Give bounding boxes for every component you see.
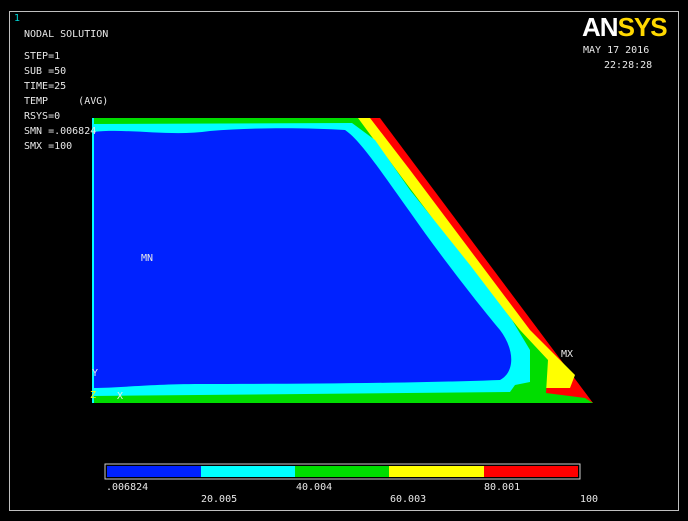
legend-swatch-5 [484,466,578,477]
logo-text-an: AN [582,12,619,42]
time-value-label: TIME=25 [24,81,67,92]
smn-label: SMN =.006824 [24,126,97,137]
legend-swatch-3 [295,466,389,477]
legend-label-5: 80.001 [484,482,521,493]
contour-band-blue [92,128,512,388]
axis-y-label: Y [92,368,99,379]
legend-label-2: 20.005 [201,494,238,505]
legend-label-3: 40.004 [296,482,333,493]
legend-label-1: .006824 [106,482,149,493]
max-marker-label: MX [561,349,574,360]
axis-x-label: X [117,391,124,402]
legend-swatch-2 [201,466,295,477]
window-number: 1 [14,13,21,24]
smx-label: SMX =100 [24,141,73,152]
step-label: STEP=1 [24,51,61,62]
logo-text-sys: SYS [617,12,668,42]
min-marker-label: MN [141,253,154,264]
left-edge-strip [92,118,94,403]
legend-label-6: 100 [580,494,599,505]
solution-title: NODAL SOLUTION [24,29,109,40]
rsys-label: RSYS=0 [24,111,61,122]
axis-z-label: Z [90,390,97,401]
graphics-frame [9,11,679,511]
legend-swatch-1 [107,466,201,477]
legend-label-4: 60.003 [390,494,427,505]
date-label: MAY 17 2016 [583,45,650,56]
sub-label: SUB =50 [24,66,67,77]
time-label: 22:28:28 [604,60,653,71]
legend-outline [104,463,581,480]
temp-label: TEMP (AVG) [24,96,109,107]
ansys-logo: ANSYS [582,12,668,43]
legend-swatch-4 [389,466,484,477]
